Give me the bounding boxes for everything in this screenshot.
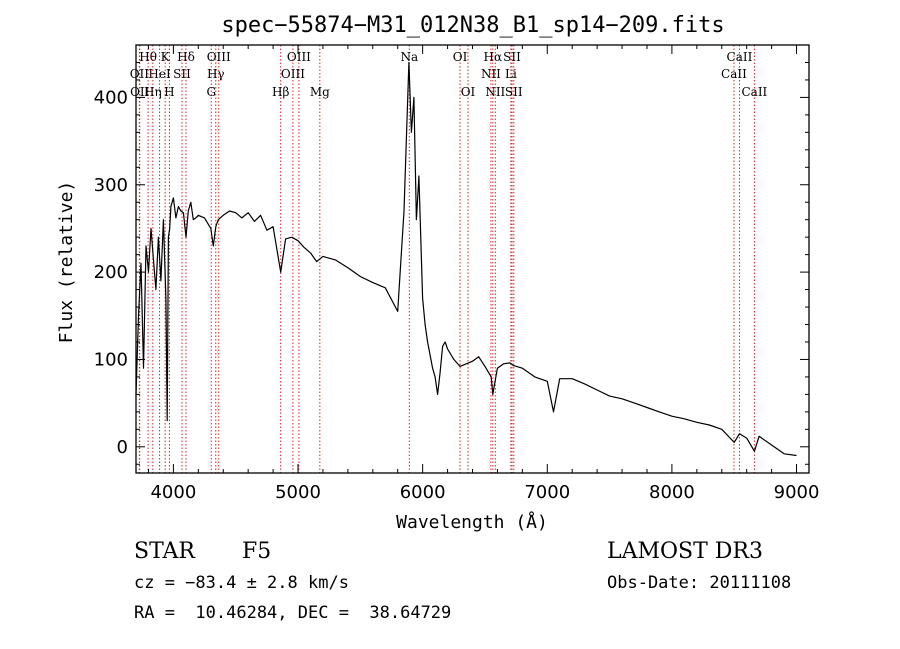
spectral-line-label: Hβ xyxy=(272,85,289,99)
coordinates-label: RA = 10.46284, DEC = 38.64729 xyxy=(134,603,452,623)
plot-frame xyxy=(135,44,810,474)
emission-line-markers xyxy=(138,45,755,473)
x-axis-label: Wavelength (Å) xyxy=(396,511,548,533)
spectral-line-label: CaII xyxy=(741,85,767,99)
spectral-line-label: Mg xyxy=(310,85,330,99)
classification-label: STAR xyxy=(134,539,195,564)
spectral-line-label: Hθ xyxy=(139,50,157,64)
x-tick-label: 4000 xyxy=(150,482,196,503)
spectral-line-label: SII xyxy=(505,85,523,99)
spectral-line-label: Li xyxy=(505,67,517,81)
spectral-line-label: Hα xyxy=(484,50,503,64)
spectrum-line xyxy=(135,61,797,457)
spectral-line-label: OI xyxy=(461,85,476,99)
x-tick-label: 8000 xyxy=(649,482,695,503)
spectral-line-label: Hδ xyxy=(177,50,195,64)
x-tick-label: 7000 xyxy=(524,482,570,503)
x-tick-label: 5000 xyxy=(275,482,321,503)
spectrum-line-group xyxy=(135,61,797,457)
x-tick-label: 9000 xyxy=(774,482,820,503)
spectral-line-label: NII xyxy=(481,67,501,81)
y-tick-label: 400 xyxy=(94,87,128,108)
spectral-line-label: OIII xyxy=(287,50,311,64)
spectral-line-label: OIII xyxy=(281,67,305,81)
spectral-line-label: Na xyxy=(400,50,418,64)
y-tick-label: 200 xyxy=(94,262,128,283)
spectral-line-label: H xyxy=(164,85,174,99)
x-tick-label: 6000 xyxy=(400,482,446,503)
spectral-line-label: OII xyxy=(130,85,150,99)
y-tick-label: 300 xyxy=(94,175,128,196)
subclass-label: F5 xyxy=(242,539,272,564)
spectral-line-label: CaII xyxy=(727,50,753,64)
spectral-line-label: Hη xyxy=(144,85,162,99)
spectral-line-label: SII xyxy=(503,50,521,64)
y-tick-label: 0 xyxy=(117,437,128,458)
spectral-line-label: OII xyxy=(130,67,150,81)
y-tick-label: 100 xyxy=(94,349,128,370)
velocity-label: cz = −83.4 ± 2.8 km/s xyxy=(134,573,349,593)
spectrum-chart: spec−55874−M31_012N38_B1_sp14−209.fits 4… xyxy=(56,13,820,533)
spectral-line-label: HeI xyxy=(148,67,171,81)
axes: 4000 5000 6000 7000 8000 9000 0 100 200 300 400 xyxy=(94,44,820,503)
survey-label: LAMOST DR3 xyxy=(607,539,763,564)
spectral-line-label: CaII xyxy=(721,67,747,81)
chart-title: spec−55874−M31_012N38_B1_sp14−209.fits xyxy=(221,13,724,38)
y-axis-label: Flux (relative) xyxy=(56,181,77,344)
obs-date-label: Obs-Date: 20111108 xyxy=(607,573,792,593)
spectral-line-label: Hγ xyxy=(207,67,225,81)
spectral-line-label: K xyxy=(161,50,171,64)
spectral-line-label: SII xyxy=(173,67,191,81)
spectral-line-label: OI xyxy=(453,50,468,64)
spectral-line-label: NII xyxy=(485,85,505,99)
spectral-line-label: OIII xyxy=(207,50,231,64)
spectral-line-label: G xyxy=(206,85,216,99)
